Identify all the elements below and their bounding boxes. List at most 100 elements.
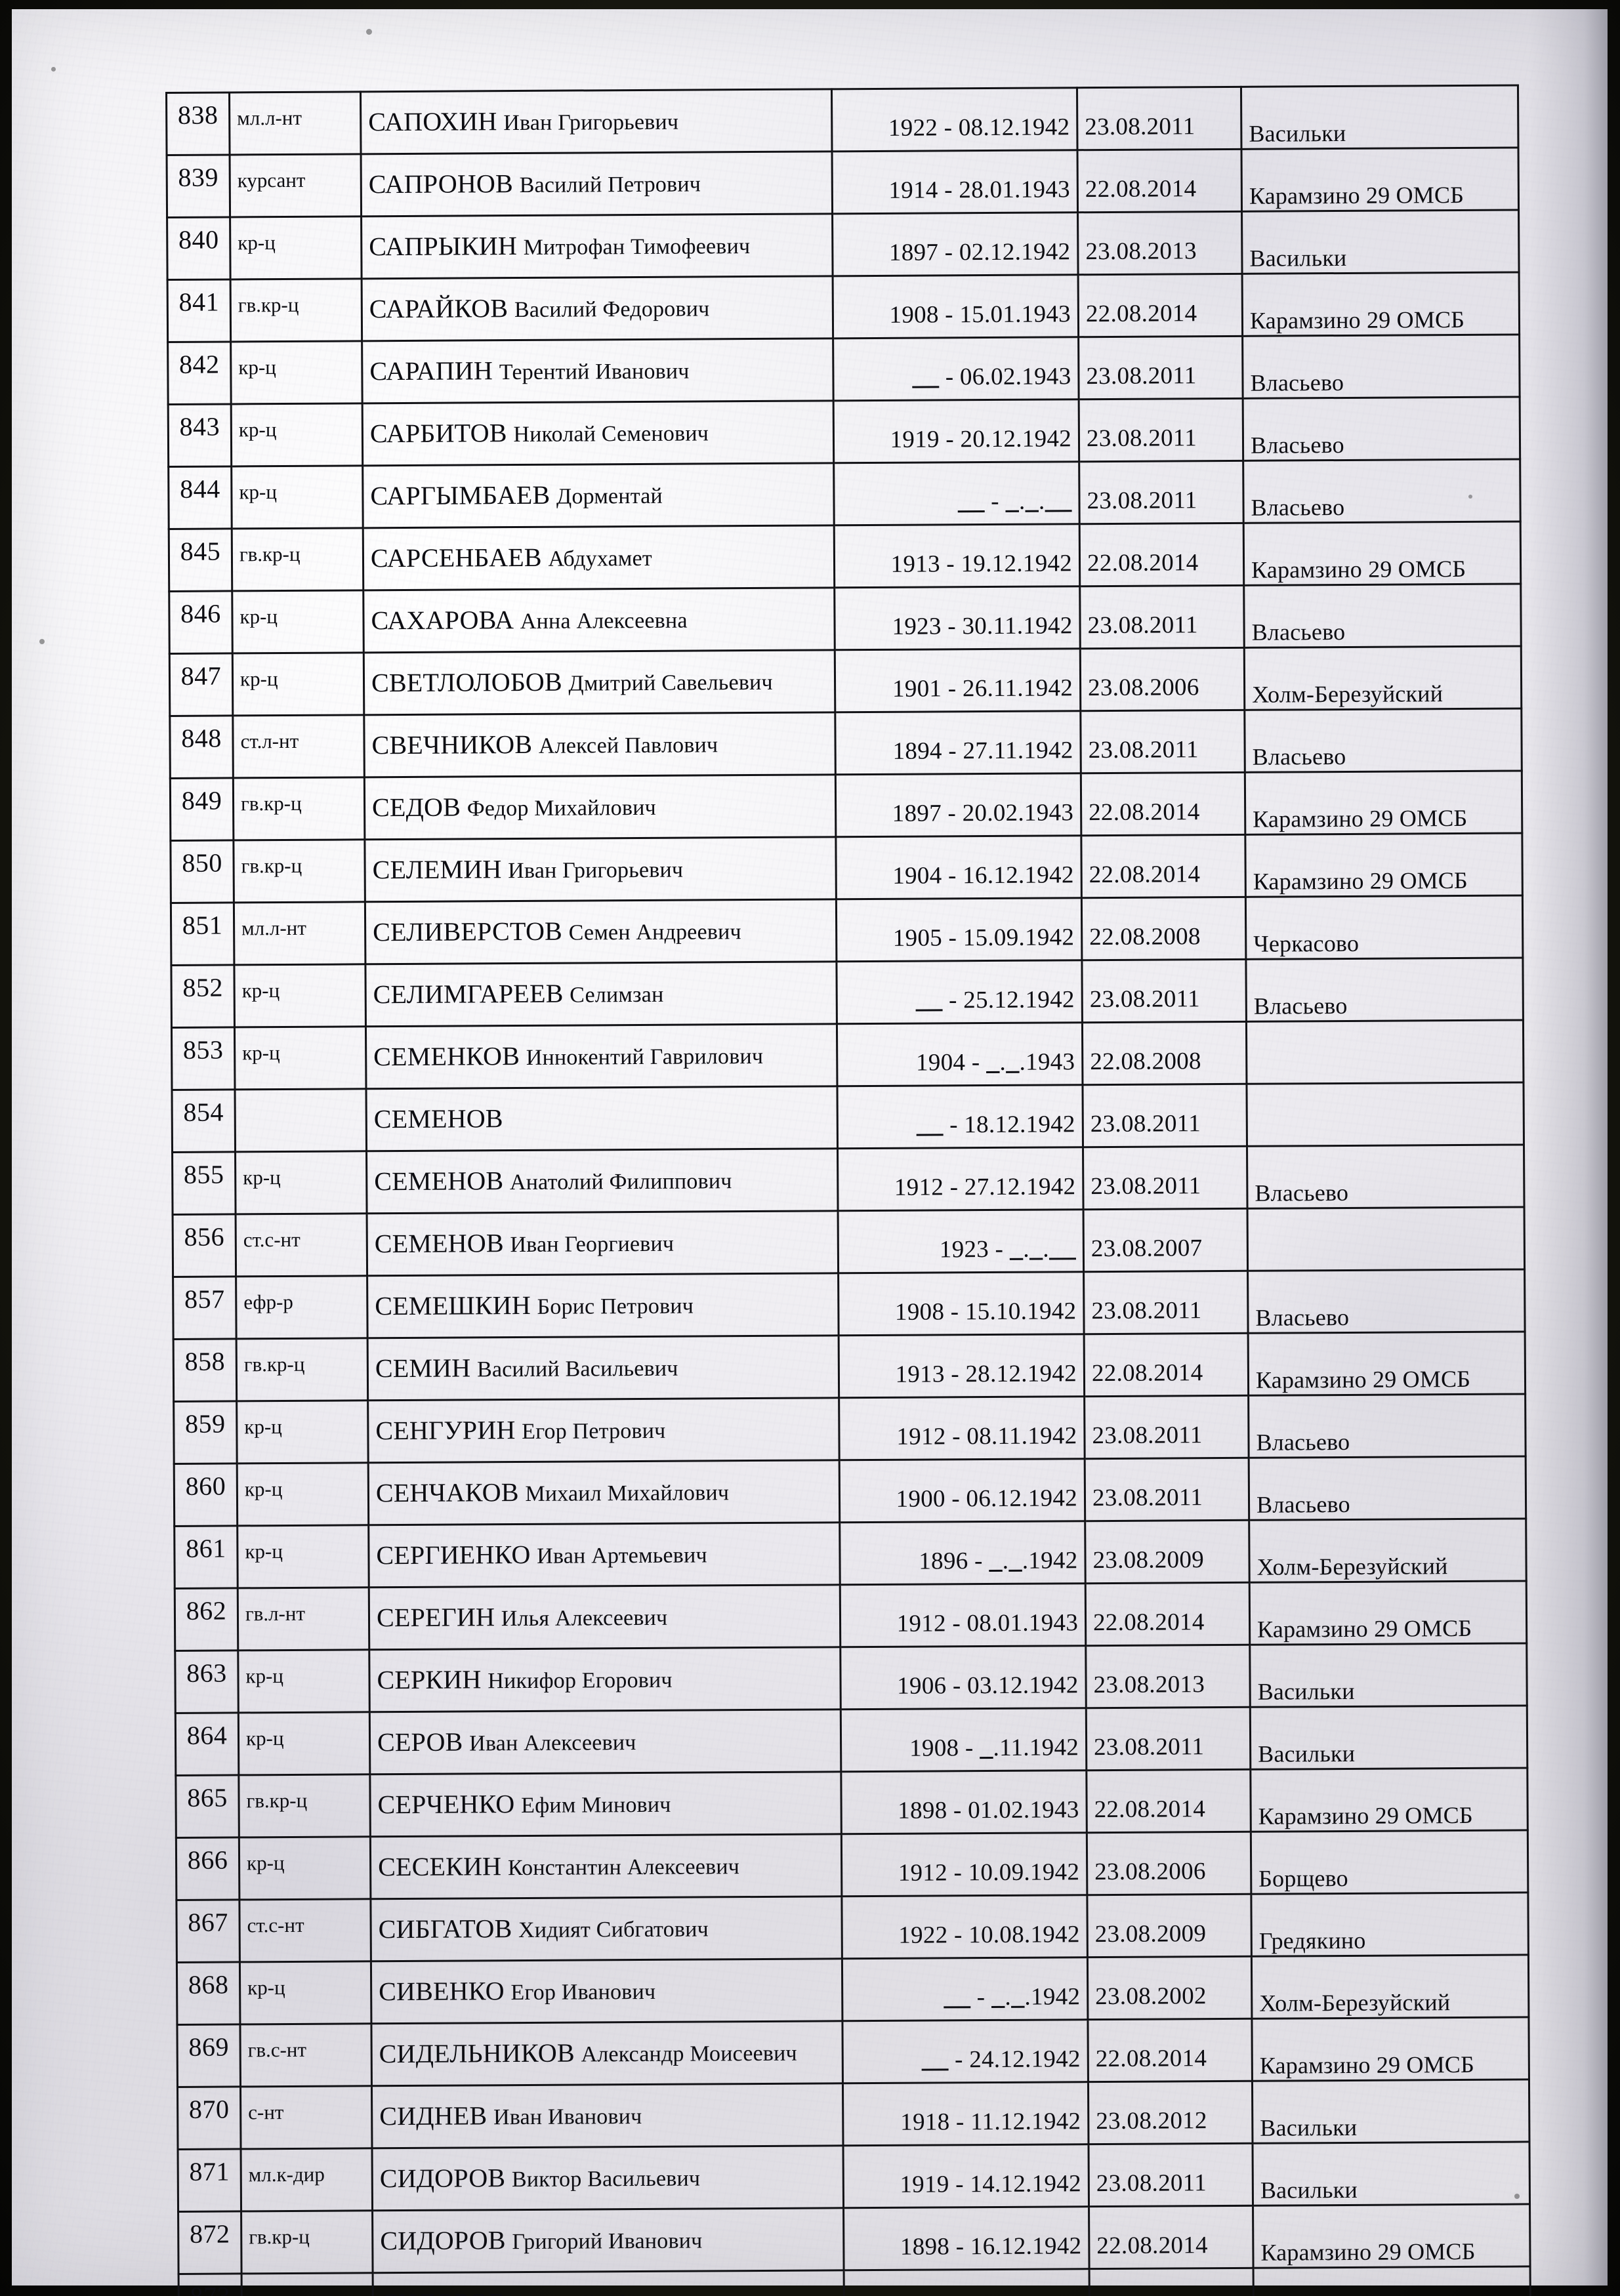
row-burial-place-text: Власьево xyxy=(1250,369,1344,396)
row-burial-place-text: Власьево xyxy=(1255,1303,1350,1331)
row-name-text: СИДОРОВ Виктор Васильевич xyxy=(380,2161,701,2194)
row-surname: СЕРОВ xyxy=(377,1727,463,1757)
row-name-text: САПОХИН Иван Григорьевич xyxy=(368,104,678,137)
row-given-name: Федор Михайлович xyxy=(467,795,656,821)
row-name-text: САРАПИН Терентий Иванович xyxy=(369,354,689,386)
table-row: 851 мл.л-нт СЕЛИВЕРСТОВ Семен Андреевич 190… xyxy=(171,895,1523,966)
row-burial-place: Власьево xyxy=(1247,1269,1526,1334)
row-rank-text: кр-ц xyxy=(242,1041,280,1065)
row-life-dates: - 24.12.1942 xyxy=(842,2019,1089,2083)
row-name: САРСЕНБАЕВ Абдухамет xyxy=(363,525,835,590)
row-name-text: СЕРЧЕНКО Ефим Минович xyxy=(377,1787,671,1819)
row-number: 855 xyxy=(172,1151,236,1215)
row-rank: кр-ц xyxy=(234,964,366,1027)
row-burial-place: Карамзино 29 ОМСБ xyxy=(1249,1580,1527,1645)
row-burial-date-text: 22.08.2014 xyxy=(1091,1359,1203,1387)
row-life-dates: 1918 - 11.12.1942 xyxy=(842,2081,1089,2146)
row-number: 859 xyxy=(173,1401,238,1464)
table-row: 861 кр-ц СЕРГИЕНКО Иван Артемьевич 1896 - .… xyxy=(174,1518,1527,1589)
row-life-dates-text: 1923 - . . xyxy=(939,1235,1049,1263)
row-rank-text: курсант xyxy=(237,168,306,192)
row-burial-date: 23.08.2011 xyxy=(1081,959,1247,1023)
row-burial-place-text: Власьево xyxy=(1250,431,1344,459)
row-rank-text: мл.л-нт xyxy=(241,916,306,940)
row-rank-text: гв.кр-ц xyxy=(246,1788,308,1813)
row-name: САРАЙКОВ Василий Федорович xyxy=(362,276,833,341)
row-name: СИДОРОВ Николай Афанасьевич xyxy=(373,2270,844,2296)
row-rank-text: мл.л-нт xyxy=(237,106,302,130)
row-burial-date-text: 23.08.2002 xyxy=(1095,1982,1207,2010)
row-life-dates-text: - 25.12.1942 xyxy=(942,985,1075,1014)
row-burial-place-text: Власьево xyxy=(1251,618,1346,646)
row-burial-place: Власьево xyxy=(1242,334,1520,399)
row-life-dates: 1906 - 03.12.1942 xyxy=(840,1645,1087,1710)
row-given-name: Василий Федорович xyxy=(514,296,710,322)
row-number-text: 871 xyxy=(189,2156,230,2186)
row-rank: гв.кр-ц xyxy=(232,527,363,591)
row-burial-date-text: 23.08.2007 xyxy=(1090,1234,1203,1262)
row-number-text: 847 xyxy=(180,661,222,691)
row-life-dates-text: - . . xyxy=(984,487,1045,515)
dust-speck xyxy=(39,639,45,644)
table-row: 862 гв.л-нт СЕРЕГИН Илья Алексеевич 1912 - … xyxy=(175,1580,1527,1651)
row-burial-place-text: Власьево xyxy=(1255,1179,1349,1206)
row-burial-place-text: Холм-Березуйский xyxy=(1259,1989,1451,2017)
row-number-text: 863 xyxy=(186,1658,227,1688)
row-given-name: Иван Иванович xyxy=(493,2104,642,2129)
row-number: 871 xyxy=(178,2148,241,2212)
row-life-dates-text: 1908 - .11.1942 xyxy=(909,1733,1079,1762)
row-burial-date: 22.08.2014 xyxy=(1084,1333,1249,1397)
row-given-name: Дорментай xyxy=(556,483,663,509)
row-number: 849 xyxy=(170,777,234,841)
row-burial-place-text: Гредякино xyxy=(1258,1927,1366,1954)
table-row: 848 ст.л-нт СВЕЧНИКОВ Алексей Павлович 1894… xyxy=(169,708,1522,779)
row-burial-place-text: Карамзино 29 ОМСБ xyxy=(1251,555,1466,583)
row-burial-place: Васильки xyxy=(1249,1643,1527,1708)
row-burial-date: 22.08.2014 xyxy=(1081,772,1245,836)
row-life-dates-text: 1897 - 20.02.1943 xyxy=(892,798,1074,827)
row-name: СЕМЕНКОВ Иннокентий Гаврилович xyxy=(365,1023,837,1089)
row-burial-place: Власьево xyxy=(1245,957,1524,1022)
row-rank: кр-ц xyxy=(238,1712,370,1775)
row-number-text: 850 xyxy=(182,848,222,878)
row-rank: гв.кр-ц xyxy=(241,2210,373,2274)
row-name: САХАРОВА Анна Алексеевна xyxy=(363,587,835,653)
row-burial-place: Власьево xyxy=(1243,396,1520,461)
row-name-text: СЕСЕКИН Константин Алексеевич xyxy=(378,1849,739,1882)
row-life-dates-text: 1912 - 10.09.1942 xyxy=(898,1858,1080,1887)
row-number: 873 xyxy=(178,2273,242,2296)
row-burial-place-text: Васильки xyxy=(1258,1740,1356,1767)
row-life-dates-text: - . .1942 xyxy=(970,1982,1081,2011)
row-life-dates: 1922 - 08.12.1942 xyxy=(831,87,1078,152)
row-given-name: Николай Семенович xyxy=(513,420,709,447)
row-name: СЕМИН Василий Васильевич xyxy=(367,1335,839,1401)
row-life-dates: 1923 - 30.11.1942 xyxy=(834,586,1081,650)
row-burial-place-text: Власьево xyxy=(1251,493,1345,521)
row-life-dates-text: 1904 - 16.12.1942 xyxy=(892,861,1074,890)
table-row: 857 ефр-р СЕМЕШКИН Борис Петрович 1908 - 15… xyxy=(173,1269,1526,1340)
row-given-name: Терентий Иванович xyxy=(499,359,690,384)
row-burial-date-text: 23.08.2011 xyxy=(1086,361,1197,390)
row-rank-text: кр-ц xyxy=(244,1477,283,1501)
row-number-text: 865 xyxy=(187,1782,228,1813)
row-name-text: САРСЕНБАЕВ Абдухамет xyxy=(371,541,652,573)
row-name-text: СЕРКИН Никифор Егорович xyxy=(377,1662,672,1695)
row-burial-place: Власьево xyxy=(1248,1393,1526,1458)
row-given-name: Алексей Павлович xyxy=(538,732,718,758)
row-rank-text: кр-ц xyxy=(241,979,280,1002)
row-number: 846 xyxy=(169,590,233,654)
row-life-dates: - . . xyxy=(833,461,1080,525)
row-rank-text: кр-ц xyxy=(245,1540,283,1563)
table-row: 854 СЕМЕНОВ - 18.12.1942 23.08.2011 xyxy=(171,1082,1524,1153)
row-name-text: СИБГАТОВ Хидият Сибгатович xyxy=(379,1912,709,1944)
row-number-text: 860 xyxy=(185,1471,226,1501)
row-surname: САРБИТОВ xyxy=(369,417,507,448)
row-number: 865 xyxy=(175,1774,239,1838)
row-burial-date-text: 23.08.2011 xyxy=(1092,1483,1203,1511)
row-burial-date: 22.08.2014 xyxy=(1087,2019,1253,2082)
row-burial-date-text: 23.08.2012 xyxy=(1097,2293,1209,2296)
row-burial-place: Карамзино 29 ОМСБ xyxy=(1242,272,1520,337)
row-burial-date: 23.08.2011 xyxy=(1079,398,1243,462)
row-name-text: СИДНЕВ Иван Иванович xyxy=(379,2099,642,2131)
row-rank: ст.с-нт xyxy=(239,1898,371,1962)
